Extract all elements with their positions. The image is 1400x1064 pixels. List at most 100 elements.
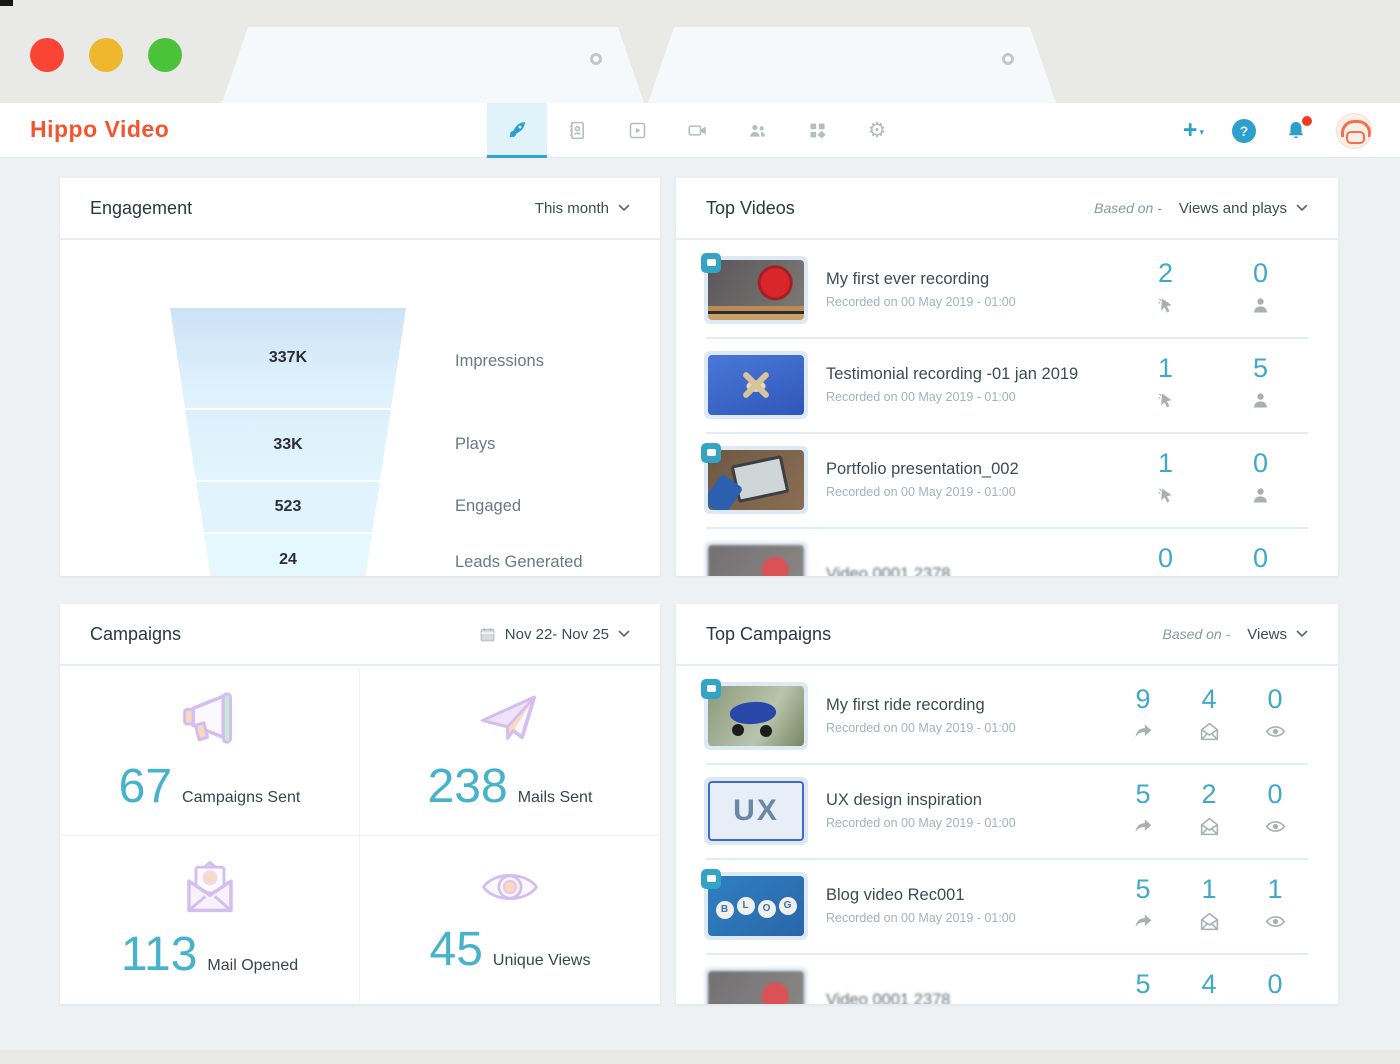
play-box-icon bbox=[627, 120, 648, 141]
metric-label: Unique Views bbox=[492, 951, 591, 969]
paper-plane-icon bbox=[477, 689, 543, 747]
nav-teams[interactable] bbox=[727, 103, 787, 158]
clicks-count: 0 bbox=[1157, 543, 1174, 573]
video-row-1[interactable]: My first ever recording Recorded on 00 M… bbox=[676, 242, 1338, 337]
date-range-value: Nov 22- Nov 25 bbox=[504, 625, 609, 643]
blog-letter: O bbox=[757, 899, 776, 918]
campaign-row-1[interactable]: My first ride recording Recorded on 00 M… bbox=[676, 668, 1338, 763]
person-icon bbox=[1250, 390, 1271, 416]
metric-campaigns-sent: 67 Campaigns Sent bbox=[60, 668, 360, 836]
viewers-count: 0 bbox=[1252, 258, 1269, 288]
top-campaigns-sort-dropdown[interactable]: Based on - Views bbox=[1163, 626, 1308, 643]
screen-corner-artifact bbox=[0, 0, 13, 6]
mail-open-icon bbox=[1199, 911, 1220, 937]
nav-recorder[interactable] bbox=[667, 103, 727, 158]
hippo-video-logo[interactable]: Hippo Video bbox=[30, 116, 170, 142]
hippo-badge-icon bbox=[701, 868, 721, 889]
chevron-down-icon bbox=[618, 630, 630, 638]
opens-count: 2 bbox=[1201, 779, 1217, 809]
person-icon bbox=[1250, 485, 1271, 511]
opens-count: 1 bbox=[1201, 874, 1217, 904]
users-icon bbox=[747, 120, 768, 141]
campaign-title: Blog video Rec001 bbox=[826, 886, 965, 904]
tab-close-icon[interactable] bbox=[1002, 53, 1014, 65]
shares-count: 5 bbox=[1135, 874, 1151, 904]
nav-settings[interactable]: ⚙ bbox=[847, 103, 907, 158]
video-title: Video 0001 2378 bbox=[826, 565, 951, 576]
funnel-engaged: 523 bbox=[170, 482, 406, 532]
user-avatar[interactable] bbox=[1336, 112, 1372, 149]
video-title: Testimonial recording -01 jan 2019 bbox=[826, 365, 1079, 383]
video-row-4-partial[interactable]: Video 0001 2378 0 0 bbox=[676, 527, 1338, 576]
metric-label: Campaigns Sent bbox=[182, 789, 301, 806]
notifications-button[interactable] bbox=[1284, 113, 1314, 143]
period-value: This month bbox=[534, 199, 609, 217]
nav-integrations[interactable] bbox=[787, 103, 847, 158]
mail-open-icon bbox=[1199, 721, 1220, 747]
nav-contacts[interactable] bbox=[547, 103, 607, 158]
opens-count: 4 bbox=[1201, 969, 1217, 999]
metric-unique-views: 45 Unique Views bbox=[360, 836, 660, 1004]
campaign-row-4-partial[interactable]: Video 0001 2378 5 4 0 bbox=[676, 953, 1338, 1004]
panel-title: Campaigns bbox=[90, 623, 182, 644]
browser-tab-2[interactable] bbox=[648, 27, 1056, 103]
metric-value: 113 bbox=[120, 927, 198, 981]
share-icon bbox=[1133, 721, 1154, 747]
viewers-count: 5 bbox=[1252, 353, 1269, 383]
thumbnail-image-motorcycle bbox=[708, 685, 804, 746]
campaign-title: My first ride recording bbox=[826, 696, 985, 714]
top-campaigns-list: My first ride recording Recorded on 00 M… bbox=[676, 668, 1338, 1004]
campaign-meta: Recorded on 00 May 2019 - 01:00 bbox=[826, 911, 1016, 925]
thumbnail-image-video0001 bbox=[708, 970, 804, 1004]
main-nav: ⚙ bbox=[487, 103, 907, 158]
sort-value: Views bbox=[1247, 625, 1287, 643]
nav-video-library[interactable] bbox=[607, 103, 667, 158]
panel-title: Engagement bbox=[90, 197, 193, 218]
thumbnail-image-tablet bbox=[708, 449, 804, 510]
click-cursor-icon bbox=[1155, 390, 1176, 416]
eye-icon bbox=[479, 864, 541, 910]
app-header: Hippo Video ⚙ + ▾ ? bbox=[0, 103, 1400, 158]
views-count: 0 bbox=[1267, 779, 1283, 809]
funnel-label-plays: Plays bbox=[455, 435, 496, 453]
open-envelope-icon bbox=[179, 859, 241, 915]
browser-tab-1[interactable] bbox=[222, 27, 644, 103]
top-videos-sort-dropdown[interactable]: Based on - Views and plays bbox=[1094, 200, 1308, 217]
campaign-row-2[interactable]: UX UX design inspiration Recorded on 00 … bbox=[676, 763, 1338, 858]
video-thumbnail bbox=[701, 442, 808, 514]
help-button[interactable]: ? bbox=[1232, 118, 1256, 143]
thumbnail-image-blog: B L O G bbox=[708, 875, 804, 936]
person-icon bbox=[1250, 295, 1271, 321]
sort-value: Views and plays bbox=[1178, 199, 1287, 217]
window-minimize-button[interactable] bbox=[89, 38, 123, 72]
hippo-badge-icon bbox=[701, 678, 721, 699]
thumbnail-image-video0001 bbox=[708, 544, 804, 576]
clicks-count: 1 bbox=[1157, 353, 1174, 383]
campaign-row-3[interactable]: B L O G Blog video Rec001 Recorded on 00… bbox=[676, 858, 1338, 953]
gear-icon: ⚙ bbox=[867, 119, 887, 142]
video-title: Portfolio presentation_002 bbox=[826, 460, 1019, 478]
campaign-thumbnail: UX bbox=[704, 776, 808, 845]
nav-dashboard[interactable] bbox=[487, 103, 547, 158]
campaign-thumbnail bbox=[701, 678, 808, 750]
chevron-down-icon bbox=[618, 204, 630, 212]
video-title: My first ever recording bbox=[826, 270, 990, 288]
blog-letter: G bbox=[778, 896, 797, 915]
create-new-button[interactable]: + ▾ bbox=[1183, 118, 1204, 143]
click-cursor-icon bbox=[1155, 485, 1176, 511]
video-row-2[interactable]: Testimonial recording -01 jan 2019 Recor… bbox=[676, 337, 1338, 432]
bottom-strip bbox=[0, 1050, 1400, 1064]
window-close-button[interactable] bbox=[30, 38, 64, 72]
engagement-header: Engagement This month bbox=[60, 178, 660, 240]
tab-close-icon[interactable] bbox=[590, 53, 602, 65]
top-videos-list: My first ever recording Recorded on 00 M… bbox=[676, 242, 1338, 576]
window-maximize-button[interactable] bbox=[148, 38, 182, 72]
metric-label: Mail Opened bbox=[207, 956, 299, 974]
based-on-label: Based on - bbox=[1094, 200, 1162, 216]
click-cursor-icon bbox=[1155, 295, 1176, 321]
video-row-3[interactable]: Portfolio presentation_002 Recorded on 0… bbox=[676, 432, 1338, 527]
chevron-down-icon bbox=[1296, 630, 1308, 638]
engagement-period-dropdown[interactable]: This month bbox=[535, 200, 630, 217]
campaigns-date-range-dropdown[interactable]: Nov 22- Nov 25 bbox=[479, 626, 630, 643]
shares-count: 5 bbox=[1135, 779, 1151, 809]
